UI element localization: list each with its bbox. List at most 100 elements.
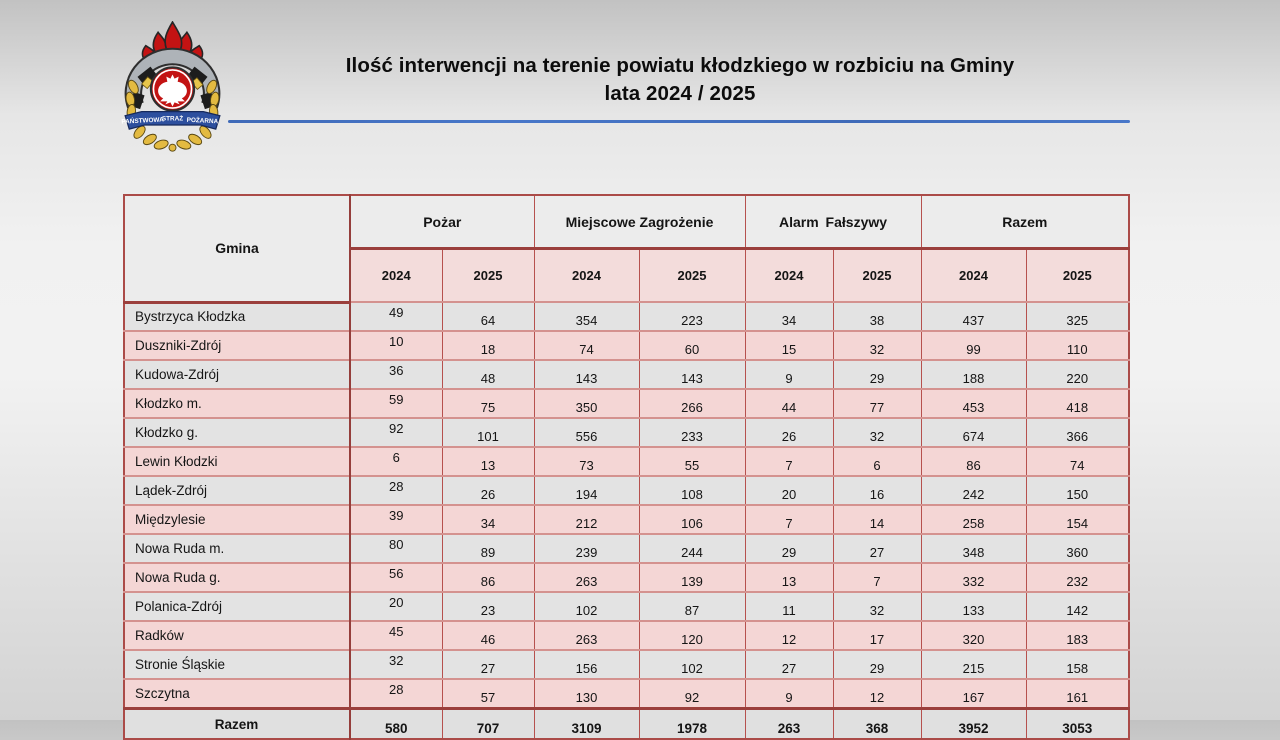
total-row: Razem 580 707 3109 1978 263 368 3952 305… <box>124 707 1130 739</box>
value-cell: 32 <box>832 417 922 447</box>
value-cell: 7 <box>832 562 922 592</box>
total-value-cell: 368 <box>832 707 922 739</box>
table-row: Bystrzyca Kłodzka 49 64 354 223 34 38 43… <box>124 301 1130 331</box>
value-cell: 86 <box>920 446 1027 476</box>
title-divider-line <box>228 120 1130 123</box>
value-cell: 13 <box>441 446 534 476</box>
group-header-razem: Razem <box>920 195 1130 250</box>
value-cell: 233 <box>638 417 746 447</box>
value-cell: 46 <box>441 620 534 650</box>
value-cell: 366 <box>1025 417 1130 447</box>
value-cell: 556 <box>533 417 639 447</box>
value-cell: 232 <box>1025 562 1130 592</box>
year-header-alarm-2025: 2025 <box>832 248 922 302</box>
value-cell: 48 <box>441 359 534 389</box>
value-cell: 89 <box>441 533 534 563</box>
total-value-cell: 3053 <box>1025 707 1130 739</box>
value-cell: 158 <box>1025 649 1130 679</box>
value-cell: 15 <box>744 330 834 360</box>
value-cell: 28 <box>349 475 442 505</box>
value-cell: 223 <box>638 301 746 331</box>
value-cell: 6 <box>832 446 922 476</box>
total-value-cell: 580 <box>349 707 442 739</box>
slide-title: Ilość interwencji na terenie powiatu kło… <box>230 52 1130 108</box>
gmina-cell: Polanica-Zdrój <box>124 591 350 621</box>
table-row: Kłodzko g. 92 101 556 233 26 32 674 366 <box>124 417 1130 447</box>
table-row: Kudowa-Zdrój 36 48 143 143 9 29 188 220 <box>124 359 1130 389</box>
value-cell: 17 <box>832 620 922 650</box>
year-header-alarm-2024: 2024 <box>744 248 834 302</box>
value-cell: 86 <box>441 562 534 592</box>
value-cell: 73 <box>533 446 639 476</box>
gmina-cell: Nowa Ruda m. <box>124 533 350 563</box>
value-cell: 16 <box>832 475 922 505</box>
banner-word-1: PAŃSTWOWA <box>121 114 164 125</box>
value-cell: 9 <box>744 678 834 709</box>
year-header-pozar-2025: 2025 <box>441 248 534 302</box>
value-cell: 29 <box>744 533 834 563</box>
year-header-mz-2025: 2025 <box>638 248 746 302</box>
gmina-cell: Bystrzyca Kłodzka <box>124 301 350 331</box>
year-header-razem-2025: 2025 <box>1025 248 1130 302</box>
presentation-slide: PAŃSTWOWA STRAŻ POŻARNA Ilość interwencj… <box>121 21 1131 740</box>
gmina-cell: Lądek-Zdrój <box>124 475 350 505</box>
banner-word-3: POŻARNA <box>186 116 218 126</box>
value-cell: 20 <box>744 475 834 505</box>
value-cell: 49 <box>349 301 442 331</box>
value-cell: 437 <box>920 301 1027 331</box>
value-cell: 64 <box>441 301 534 331</box>
value-cell: 59 <box>349 388 442 418</box>
total-value-cell: 1978 <box>638 707 746 739</box>
fire-service-logo: PAŃSTWOWA STRAŻ POŻARNA <box>121 21 221 152</box>
value-cell: 108 <box>638 475 746 505</box>
year-header-mz-2024: 2024 <box>533 248 639 302</box>
value-cell: 188 <box>920 359 1027 389</box>
value-cell: 110 <box>1025 330 1130 360</box>
value-cell: 7 <box>744 446 834 476</box>
value-cell: 150 <box>1025 475 1130 505</box>
value-cell: 26 <box>744 417 834 447</box>
value-cell: 156 <box>533 649 639 679</box>
value-cell: 12 <box>744 620 834 650</box>
interventions-table: Gmina Pożar Miejscowe Zagrożenie Alarm F… <box>123 194 1131 740</box>
value-cell: 57 <box>441 678 534 709</box>
value-cell: 32 <box>832 330 922 360</box>
value-cell: 320 <box>920 620 1027 650</box>
gmina-cell: Nowa Ruda g. <box>124 562 350 592</box>
value-cell: 167 <box>920 678 1027 709</box>
value-cell: 354 <box>533 301 639 331</box>
table-row: Duszniki-Zdrój 10 18 74 60 15 32 99 110 <box>124 330 1130 360</box>
table-row: Lewin Kłodzki 6 13 73 55 7 6 86 74 <box>124 446 1130 476</box>
value-cell: 27 <box>744 649 834 679</box>
value-cell: 80 <box>349 533 442 563</box>
table-row: Nowa Ruda g. 56 86 263 139 13 7 332 232 <box>124 562 1130 592</box>
value-cell: 11 <box>744 591 834 621</box>
value-cell: 14 <box>832 504 922 534</box>
total-value-cell: 3109 <box>533 707 639 739</box>
value-cell: 99 <box>920 330 1027 360</box>
value-cell: 143 <box>638 359 746 389</box>
value-cell: 242 <box>920 475 1027 505</box>
table-row: Szczytna 28 57 130 92 9 12 167 161 <box>124 678 1130 709</box>
value-cell: 674 <box>920 417 1027 447</box>
value-cell: 332 <box>920 562 1027 592</box>
gmina-cell: Duszniki-Zdrój <box>124 330 350 360</box>
value-cell: 23 <box>441 591 534 621</box>
eagle-icon <box>158 74 187 107</box>
value-cell: 6 <box>349 446 442 476</box>
value-cell: 212 <box>533 504 639 534</box>
group-header-miejscowe-zagrozenie: Miejscowe Zagrożenie <box>533 195 746 250</box>
year-header-pozar-2024: 2024 <box>349 248 442 302</box>
table-row: Stronie Śląskie 32 27 156 102 27 29 215 … <box>124 649 1130 679</box>
group-header-alarm-falszywy: Alarm Fałszywy <box>744 195 922 250</box>
year-header-row: 2024 2025 2024 2025 2024 2025 2024 2025 <box>124 248 1130 302</box>
slide-title-line2: lata 2024 / 2025 <box>604 82 756 105</box>
value-cell: 56 <box>349 562 442 592</box>
value-cell: 60 <box>638 330 746 360</box>
slide-title-line1: Ilość interwencji na terenie powiatu kło… <box>345 54 1015 77</box>
value-cell: 34 <box>441 504 534 534</box>
gmina-cell: Kłodzko g. <box>124 417 350 447</box>
gmina-cell: Kudowa-Zdrój <box>124 359 350 389</box>
value-cell: 418 <box>1025 388 1130 418</box>
table-row: Polanica-Zdrój 20 23 102 87 11 32 133 14… <box>124 591 1130 621</box>
